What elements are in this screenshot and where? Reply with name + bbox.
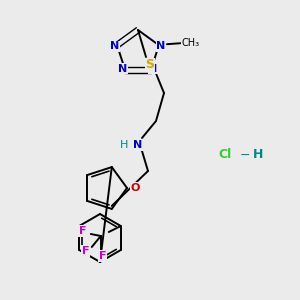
Text: N: N <box>148 64 158 74</box>
Text: F: F <box>79 226 86 236</box>
Text: S: S <box>146 58 154 71</box>
Text: O: O <box>130 183 140 193</box>
Text: N: N <box>134 140 142 150</box>
Text: CH₃: CH₃ <box>182 38 200 48</box>
Text: H: H <box>120 140 128 150</box>
Text: Cl: Cl <box>218 148 232 161</box>
Text: −: − <box>240 148 250 161</box>
Text: F: F <box>99 251 106 261</box>
Text: N: N <box>156 41 166 51</box>
Text: N: N <box>118 64 128 74</box>
Text: N: N <box>110 41 120 51</box>
Text: F: F <box>82 246 89 256</box>
Text: H: H <box>253 148 263 161</box>
